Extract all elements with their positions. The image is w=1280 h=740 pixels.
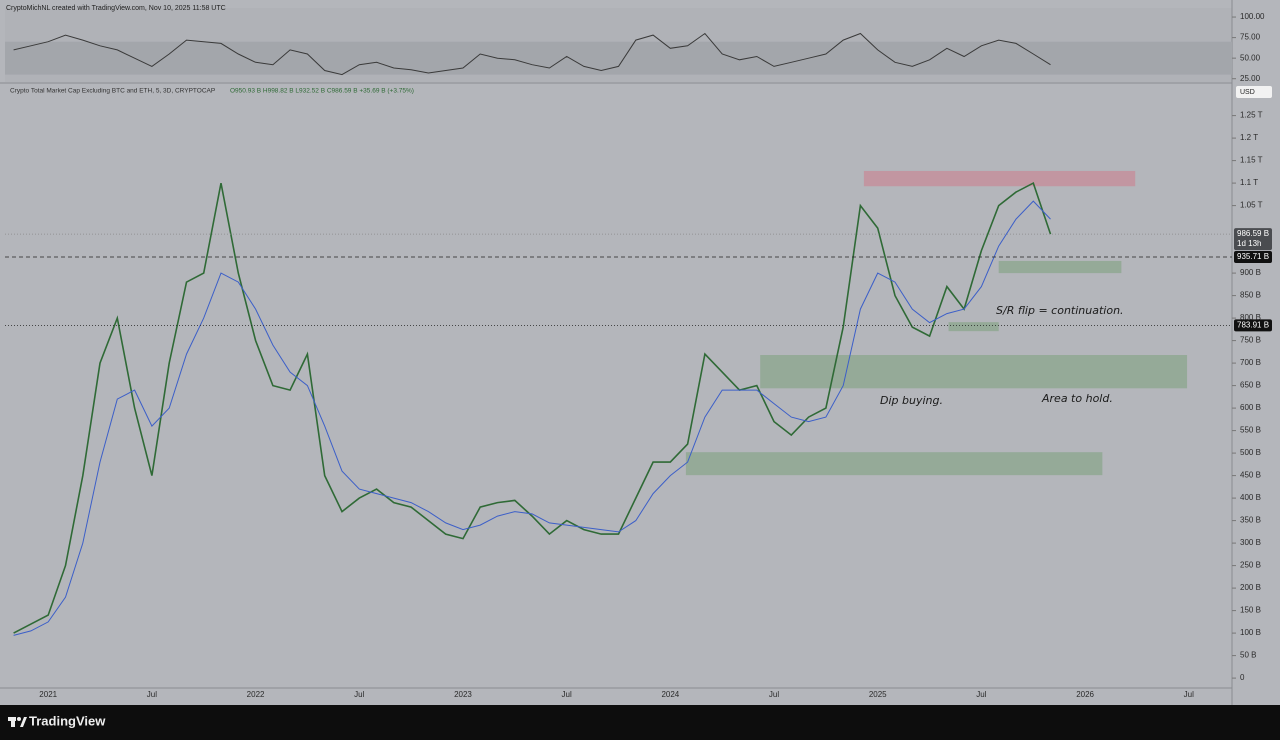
y-tick-label: 600 B [1240,403,1261,412]
credit: CryptoMichNL created with TradingView.co… [6,5,226,12]
x-tick-label: 2026 [1076,690,1094,699]
price-tag-label: 935.71 B [1237,252,1269,261]
footer [0,705,1280,740]
x-tick-label: Jul [976,690,986,699]
y-tick-label: 300 B [1240,538,1261,547]
price-tag [1234,251,1272,264]
rsi-line [13,32,1051,76]
last-price-label: 986.59 B [1237,229,1269,238]
y-tick-label: 150 B [1240,606,1261,615]
currency-box[interactable] [1236,86,1272,98]
y-tick-label: 400 B [1240,493,1261,502]
last-price-tag [1234,228,1272,251]
zone [948,322,999,332]
y-tick-label: 550 B [1240,426,1261,435]
x-tick-label: Jul [1184,690,1194,699]
y-tick-label: 200 B [1240,583,1261,592]
y-tick-label: 500 B [1240,448,1261,457]
y-tick-label: 1.15 T [1240,156,1263,165]
y-tick-label: 50 B [1240,651,1256,660]
price-tag-label: 783.91 B [1237,320,1269,329]
annotation: S/R flip = continuation. [996,304,1124,317]
y-tick-label: 0 [1240,673,1245,682]
y-tick-label: 25.00 [1240,74,1261,83]
zone [998,260,1122,274]
x-tick-label: 2023 [454,690,472,699]
annotation: Dip buying. [880,394,943,407]
x-tick-label: Jul [562,690,572,699]
x-tick-label: 2022 [247,690,265,699]
zone [760,355,1188,389]
symbol: Crypto Total Market Cap Excluding BTC an… [10,88,215,95]
x-tick-label: Jul [147,690,157,699]
price-line [13,200,1051,636]
y-tick-label: 1.1 T [1240,178,1258,187]
y-tick-label: 900 B [1240,268,1261,277]
zone [685,452,1103,476]
y-tick-label: 700 B [1240,358,1261,367]
y-tick-label: 1.2 T [1240,133,1258,142]
currency[interactable]: USD [1240,89,1255,96]
y-tick-label: 850 B [1240,291,1261,300]
x-tick-label: 2024 [661,690,679,699]
y-tick-label: 50.00 [1240,53,1261,62]
y-tick-label: 1.25 T [1240,111,1263,120]
y-tick-label: 1.05 T [1240,201,1263,210]
x-tick-label: 2025 [869,690,887,699]
y-tick-label: 100.00 [1240,12,1265,21]
ohlc: O950.93 B H998.82 B L932.52 B C986.59 B … [230,88,414,95]
countdown: 1d 13h [1237,239,1261,248]
y-tick-label: 100 B [1240,628,1261,637]
y-tick-label: 75.00 [1240,33,1261,42]
y-tick-label: 800 B [1240,313,1261,322]
x-tick-label: Jul [769,690,779,699]
y-tick-label: 450 B [1240,471,1261,480]
annotation: Area to hold. [1041,392,1113,405]
brand[interactable]: TradingView [29,713,106,728]
price-tag [1234,319,1272,332]
y-tick-label: 650 B [1240,381,1261,390]
zone [863,170,1136,187]
y-tick-label: 250 B [1240,561,1261,570]
y-tick-label: 350 B [1240,516,1261,525]
x-tick-label: 2021 [39,690,57,699]
rsi-band [5,41,1232,75]
y-tick-label: 750 B [1240,336,1261,345]
price-line [13,181,1052,634]
x-tick-label: Jul [354,690,364,699]
brand-logo [8,717,27,727]
